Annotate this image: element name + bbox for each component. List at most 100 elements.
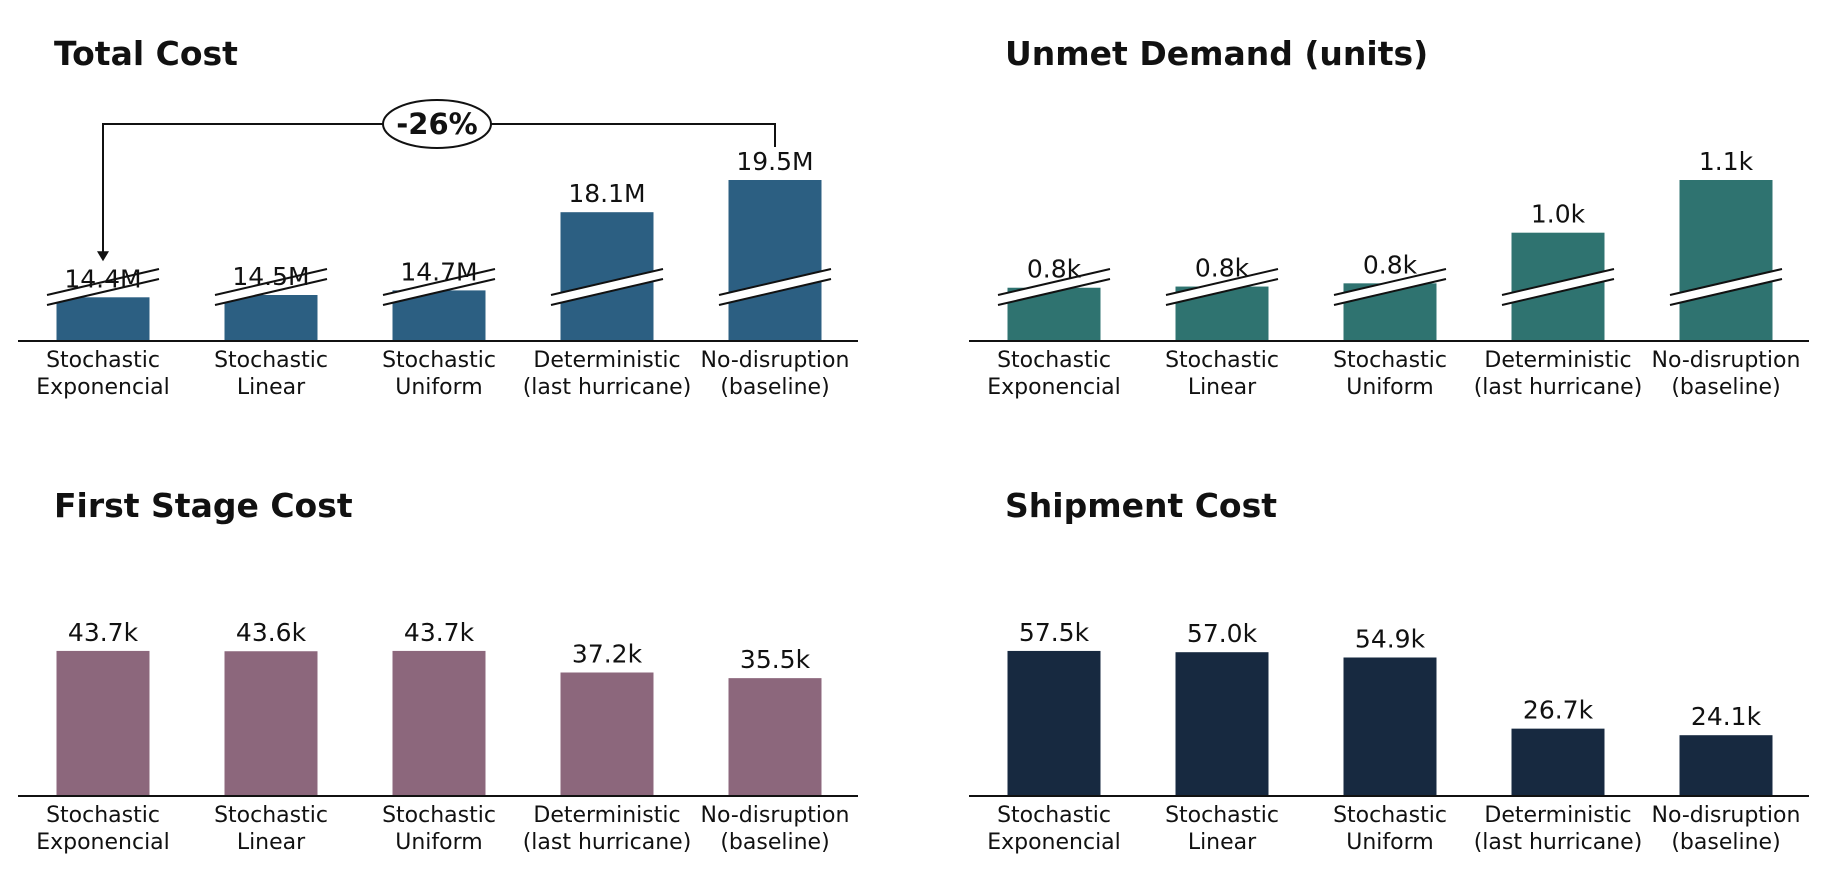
chart-title: First Stage Cost	[54, 486, 353, 525]
bar	[1679, 180, 1773, 341]
category-label: Linear	[1188, 375, 1257, 400]
data-label: 1.1k	[1699, 147, 1754, 176]
axis-break-band	[215, 269, 327, 305]
category-label: (last hurricane)	[523, 375, 692, 400]
chart-shipment-cost: 57.5kStochasticExponencial57.0kStochasti…	[969, 618, 1809, 855]
category-label: Exponencial	[36, 830, 170, 855]
axis-break-line	[997, 268, 1111, 296]
bar	[56, 650, 150, 796]
annotation-arrowhead	[97, 251, 109, 262]
bar	[1679, 735, 1773, 796]
category-label: Stochastic	[382, 348, 496, 373]
category-label: Stochastic	[997, 348, 1111, 373]
chart-title: Total Cost	[54, 34, 238, 73]
chart-title: Shipment Cost	[1005, 486, 1278, 525]
category-label: Linear	[1188, 830, 1257, 855]
category-label: Uniform	[1346, 830, 1433, 855]
bar	[392, 650, 486, 796]
data-label: 43.7k	[68, 618, 139, 647]
axis-break-band	[47, 269, 159, 305]
data-label: 1.0k	[1531, 200, 1586, 229]
data-label: 14.7M	[400, 257, 477, 286]
data-label: 35.5k	[740, 645, 811, 674]
axis-break-band	[1502, 269, 1614, 305]
data-label: 43.7k	[404, 618, 475, 647]
axis-break-line	[997, 278, 1111, 306]
axis-break-line	[1333, 268, 1447, 296]
category-label: Stochastic	[997, 803, 1111, 828]
category-label: (last hurricane)	[1474, 830, 1643, 855]
category-label: Linear	[237, 375, 306, 400]
axis-break-line	[214, 278, 328, 306]
data-label: 24.1k	[1691, 702, 1762, 731]
annotation-bubble	[382, 99, 492, 149]
axis-break-line	[1165, 278, 1279, 306]
chart-first-stage-cost: 43.7kStochasticExponencial43.6kStochasti…	[18, 618, 858, 855]
data-label: 14.4M	[64, 264, 141, 293]
data-label: 26.7k	[1523, 696, 1594, 725]
category-label: (baseline)	[720, 830, 829, 855]
annotation-label: -26%	[396, 107, 477, 141]
bar	[224, 651, 318, 796]
data-label: 14.5M	[232, 262, 309, 291]
bar	[728, 678, 822, 796]
chart-unmet-demand: 0.8kStochasticExponencial0.8kStochasticL…	[969, 147, 1809, 400]
category-label: Linear	[237, 830, 306, 855]
axis-break-band	[998, 269, 1110, 305]
category-label: No-disruption	[701, 803, 850, 828]
axis-break-band	[719, 269, 831, 305]
axis-break-line	[1333, 278, 1447, 306]
data-label: 57.0k	[1187, 619, 1258, 648]
category-label: Stochastic	[214, 803, 328, 828]
category-label: (baseline)	[1671, 830, 1780, 855]
bar	[224, 295, 318, 341]
category-label: Stochastic	[382, 803, 496, 828]
category-label: Deterministic	[1484, 348, 1631, 373]
axis-break-band	[1670, 269, 1782, 305]
category-label: No-disruption	[1652, 803, 1801, 828]
bar	[728, 180, 822, 341]
category-label: Stochastic	[1165, 803, 1279, 828]
bar	[1175, 652, 1269, 796]
data-label: 18.1M	[568, 179, 645, 208]
axis-break-line	[1501, 268, 1615, 296]
bar	[56, 297, 150, 341]
category-label: Exponencial	[36, 375, 170, 400]
category-label: Exponencial	[987, 375, 1121, 400]
category-label: Deterministic	[1484, 803, 1631, 828]
axis-break-band	[1166, 269, 1278, 305]
data-label: 37.2k	[572, 639, 643, 668]
axis-break-line	[382, 278, 496, 306]
category-label: Stochastic	[214, 348, 328, 373]
panel-unmet-demand: Unmet Demand (units) 0.8k Stochastic Expon…	[951, 0, 1826, 440]
axis-break-line	[1165, 268, 1279, 296]
category-label: Uniform	[395, 375, 482, 400]
bar	[1007, 650, 1101, 796]
category-label: Uniform	[395, 830, 482, 855]
category-label: Deterministic	[533, 348, 680, 373]
data-label: 0.8k	[1195, 254, 1250, 283]
category-label: (last hurricane)	[523, 830, 692, 855]
category-label: Stochastic	[46, 803, 160, 828]
category-label: Stochastic	[1333, 803, 1447, 828]
axis-break-line	[1669, 268, 1783, 296]
chart-title: Unmet Demand (units)	[1005, 34, 1429, 73]
axis-break-line	[550, 268, 664, 296]
axis-break-line	[1669, 278, 1783, 306]
category-label: Exponencial	[987, 830, 1121, 855]
category-label: Stochastic	[46, 348, 160, 373]
axis-break-band	[551, 269, 663, 305]
data-label: 57.5k	[1019, 618, 1090, 647]
axis-break-line	[46, 268, 160, 296]
axis-break-line	[550, 278, 664, 306]
category-label: (last hurricane)	[1474, 375, 1643, 400]
axis-break-line	[214, 268, 328, 296]
category-label: No-disruption	[701, 348, 850, 373]
category-label: No-disruption	[1652, 348, 1801, 373]
data-label: 43.6k	[236, 618, 307, 647]
axis-break-line	[718, 268, 832, 296]
category-label: (baseline)	[720, 375, 829, 400]
data-label: 19.5M	[736, 147, 813, 176]
bar	[560, 672, 654, 796]
category-label: (baseline)	[1671, 375, 1780, 400]
